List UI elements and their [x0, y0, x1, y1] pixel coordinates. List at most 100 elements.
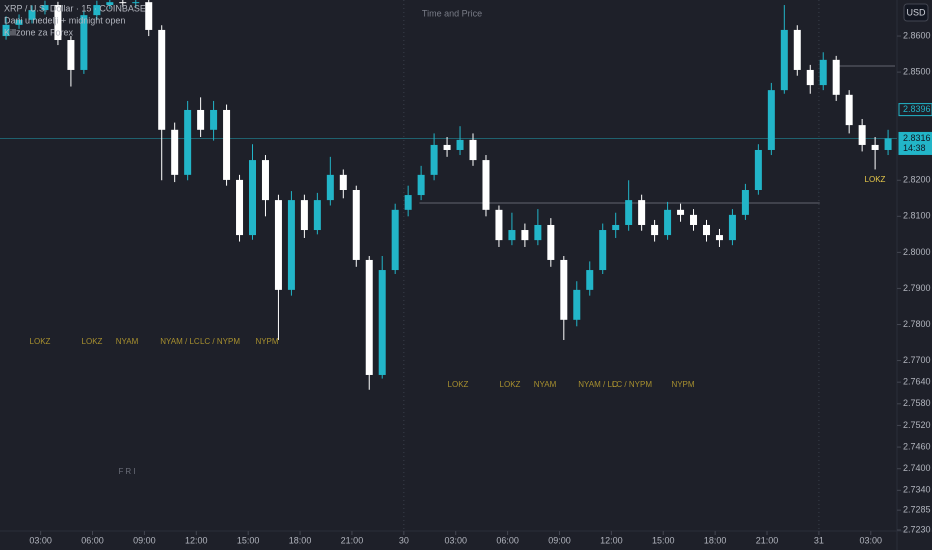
candle-body — [664, 209, 672, 236]
x-tick-label: 03:00 — [444, 535, 467, 545]
x-tick-label: 06:00 — [81, 535, 104, 545]
candle-body — [67, 40, 75, 70]
candle-body — [287, 200, 295, 290]
chart-title: XRP / U.S. Dollar · 15 · COINBASE — [4, 3, 146, 13]
candle-body — [625, 200, 633, 225]
candle-body — [845, 94, 853, 126]
x-tick-label: 06:00 — [496, 535, 519, 545]
session-label: NYPM — [255, 337, 278, 346]
candle-body — [832, 59, 840, 95]
y-tick-label: 2.7700 — [903, 355, 931, 365]
candle-body — [677, 209, 685, 215]
candle-body — [132, 2, 140, 4]
candle-body — [41, 5, 49, 11]
y-tick-label: 2.8600 — [903, 30, 931, 40]
session-label: FRI — [119, 467, 138, 476]
x-tick-label: 21:00 — [756, 535, 779, 545]
session-label: LC / NYPM — [612, 380, 652, 389]
candle-body — [521, 230, 529, 241]
x-tick-label: 12:00 — [185, 535, 208, 545]
labels: 2.8600 2.8500 2.8200 2.8100 2.8000 2.7900 2.78… — [29, 30, 932, 545]
candle-body — [28, 10, 36, 20]
x-tick-label: 03:00 — [29, 535, 52, 545]
candle-body — [15, 19, 23, 25]
candle-body — [702, 224, 710, 236]
session-label: NYPM — [671, 380, 694, 389]
session-label: NYAM — [534, 380, 557, 389]
candle-body — [819, 59, 827, 86]
x-tick-label: 21:00 — [341, 535, 364, 545]
y-tick-label: 2.8500 — [903, 66, 931, 76]
candle-body — [793, 29, 801, 70]
candle-body — [417, 174, 425, 196]
candle-body — [690, 214, 698, 225]
candle-body — [54, 5, 62, 41]
session-label: LOKZ — [82, 337, 103, 346]
session-label: NYAM / LC — [578, 380, 618, 389]
candle-body — [93, 5, 101, 16]
candle-body — [274, 200, 282, 290]
y-tick-label: 2.7520 — [903, 420, 931, 430]
candle-body — [2, 24, 10, 37]
price-tag-label: 2.8316 — [903, 133, 931, 143]
y-tick-label: 2.7900 — [903, 283, 931, 293]
y-tick-label: 2.7285 — [903, 505, 931, 515]
candle-body — [378, 270, 386, 375]
session-label: NYAM / LC — [160, 337, 200, 346]
candle-body — [443, 144, 451, 150]
y-tick-label: 2.7400 — [903, 463, 931, 473]
candle-body — [547, 224, 555, 260]
currency-label[interactable]: USD — [906, 7, 926, 17]
candle-body — [780, 29, 788, 91]
y-tick-label: 2.7230 — [903, 524, 931, 534]
x-tick-label: 09:00 — [133, 535, 156, 545]
price-tag — [898, 131, 932, 155]
y-tick-label: 2.7580 — [903, 398, 931, 408]
candle-body — [300, 200, 308, 231]
x-tick-label: 18:00 — [289, 535, 312, 545]
session-label: NYAM — [116, 337, 139, 346]
candle-body — [80, 15, 88, 70]
center-label: Time and Price — [422, 8, 482, 18]
session-label: LOKZ — [448, 380, 469, 389]
candle-body — [482, 160, 490, 210]
x-tick-label: 15:00 — [237, 535, 260, 545]
candle-body — [339, 174, 347, 191]
y-tick-label: 2.8000 — [903, 247, 931, 257]
price-tag-label: 2.8396 — [903, 104, 931, 114]
candle-body — [884, 138, 892, 150]
candle-body — [469, 139, 477, 161]
y-tick-label: 2.7340 — [903, 485, 931, 495]
candle-body — [171, 129, 179, 175]
x-tick-label: 31 — [814, 535, 824, 545]
currency-button[interactable] — [903, 3, 929, 22]
candle-body — [352, 190, 360, 260]
candle-body — [145, 2, 153, 30]
candle-body — [313, 200, 321, 231]
candle-body — [119, 2, 127, 4]
candle-body — [404, 195, 412, 210]
candle-body — [223, 109, 231, 180]
y-tick-label: 2.7640 — [903, 377, 931, 387]
x-tick-label: 12:00 — [600, 535, 623, 545]
countdown: 14:38 — [903, 143, 926, 153]
candle-body — [430, 144, 438, 175]
candle-body — [767, 90, 775, 150]
y-tick-label: 2.8100 — [903, 211, 931, 221]
x-tick-label: 18:00 — [704, 535, 727, 545]
candle-body — [573, 289, 581, 320]
y-tick-label: 2.7460 — [903, 441, 931, 451]
candle-body — [560, 259, 568, 320]
candle-body — [754, 149, 762, 191]
indicator-name: Killzone za Forex — [4, 27, 74, 37]
candle-body — [741, 190, 749, 215]
y-tick-label: 2.7800 — [903, 319, 931, 329]
candle-body — [871, 144, 879, 150]
candle-body — [806, 69, 814, 86]
candle-body — [612, 224, 620, 231]
candle-body — [728, 214, 736, 241]
candle-body — [391, 209, 399, 271]
